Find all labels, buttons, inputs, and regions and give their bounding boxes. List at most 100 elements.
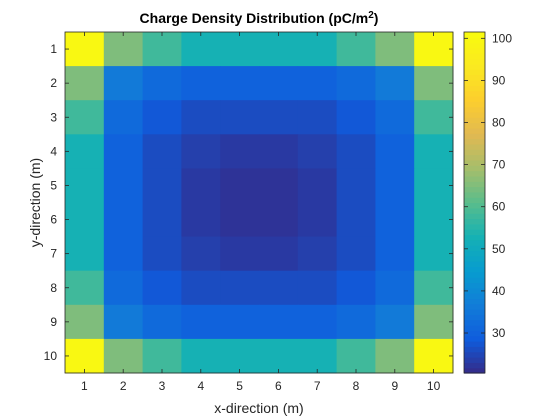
heatmap-cell-r9-c1 [65, 304, 105, 340]
heatmap-cell-r10-c7 [297, 338, 338, 374]
colorbar-segment [464, 143, 485, 150]
x-tick-label: 5 [236, 379, 243, 393]
heatmap-cell-r4-c7 [297, 134, 338, 169]
heatmap-cell-r4-c4 [181, 134, 221, 169]
colorbar-segment [464, 303, 485, 310]
colorbar-segment [464, 335, 485, 342]
heatmap-cell-r4-c3 [142, 134, 182, 169]
colorbar-segment [464, 170, 485, 177]
heatmap-cell-r2-c3 [142, 66, 182, 101]
heatmap-cell-r8-c10 [414, 270, 454, 306]
y-tick-label: 8 [50, 281, 57, 295]
colorbar-segment [464, 197, 485, 204]
heatmap-cell-r9-c2 [103, 304, 144, 340]
colorbar-segment [464, 266, 485, 273]
x-axis-label: x-direction (m) [214, 400, 303, 416]
colorbar-segment [464, 298, 485, 305]
colorbar-segment [464, 154, 485, 161]
heatmap-cell-r1-c10 [414, 32, 454, 67]
heatmap-cell-r6-c2 [103, 202, 144, 238]
x-tick-label: 7 [314, 379, 321, 393]
colorbar-segment [464, 218, 485, 225]
heatmap-cell-r10-c6 [259, 338, 299, 374]
heatmap-cell-r9-c8 [336, 304, 376, 340]
heatmap-cell-r7-c4 [181, 236, 221, 272]
heatmap-cell-r8-c9 [375, 270, 415, 306]
heatmap-cell-r8-c1 [65, 270, 105, 306]
colorbar-segment [464, 101, 485, 108]
colorbar-segment [464, 213, 485, 220]
heatmap-cells [65, 32, 454, 374]
heatmap-cell-r3-c1 [65, 100, 105, 135]
heatmap-cell-r1-c2 [103, 32, 144, 67]
colorbar-segment [464, 234, 485, 241]
colorbar-tick-label: 60 [492, 200, 506, 214]
heatmap-cell-r8-c4 [181, 270, 221, 306]
y-tick-label: 10 [44, 349, 58, 363]
x-tick-label: 3 [159, 379, 166, 393]
x-tick-label: 8 [353, 379, 360, 393]
heatmap-cell-r2-c7 [297, 66, 338, 101]
colorbar-segment [464, 367, 485, 374]
y-tick-label: 6 [50, 213, 57, 227]
heatmap-cell-r5-c1 [65, 168, 105, 203]
heatmap-cell-r10-c10 [414, 338, 454, 374]
y-tick-label: 2 [50, 76, 57, 90]
heatmap-cell-r9-c5 [220, 304, 260, 340]
heatmap-cell-r5-c2 [103, 168, 144, 203]
colorbar-segment [464, 271, 485, 278]
heatmap-cell-r5-c6 [259, 168, 299, 203]
heatmap-cell-r1-c1 [65, 32, 105, 67]
colorbar-segment [464, 85, 485, 92]
colorbar-segment [464, 202, 485, 209]
heatmap-cell-r8-c8 [336, 270, 376, 306]
x-tick-label: 6 [275, 379, 282, 393]
heatmap-cell-r9-c7 [297, 304, 338, 340]
colorbar-segment [464, 277, 485, 284]
colorbar-axis: 30 40 50 60 70 80 90 100 [464, 31, 512, 340]
heatmap-cell-r2-c6 [259, 66, 299, 101]
colorbar-tick-label: 80 [492, 116, 506, 130]
colorbar [464, 32, 485, 374]
colorbar-segment [464, 341, 485, 347]
colorbar-segment [464, 181, 485, 188]
colorbar-segment [464, 79, 485, 86]
heatmap-cell-r5-c8 [336, 168, 376, 203]
heatmap-cell-r1-c4 [181, 32, 221, 67]
heatmap-cell-r10-c4 [181, 338, 221, 374]
y-tick-label: 5 [50, 178, 57, 192]
colorbar-segment [464, 223, 485, 230]
colorbar-segment [464, 357, 485, 363]
heatmap-cell-r1-c7 [297, 32, 338, 67]
heatmap-cell-r8-c2 [103, 270, 144, 306]
colorbar-segment [464, 287, 485, 294]
heatmap-cell-r6-c6 [259, 202, 299, 238]
heatmap-cell-r4-c1 [65, 134, 105, 169]
heatmap-cell-r1-c6 [259, 32, 299, 67]
colorbar-segment [464, 122, 485, 129]
colorbar-segment [464, 133, 485, 140]
y-tick-label: 1 [50, 42, 57, 56]
heatmap-cell-r1-c5 [220, 32, 260, 67]
heatmap-cell-r9-c3 [142, 304, 182, 340]
heatmap-cell-r4-c6 [259, 134, 299, 169]
heatmap-cell-r7-c10 [414, 236, 454, 272]
heatmap-cell-r9-c4 [181, 304, 221, 340]
heatmap-cell-r2-c5 [220, 66, 260, 101]
heatmap-cell-r9-c10 [414, 304, 454, 340]
heatmap-cell-r3-c3 [142, 100, 182, 135]
heatmap-cell-r7-c1 [65, 236, 105, 272]
colorbar-segment [464, 69, 485, 76]
heatmap-cell-r7-c3 [142, 236, 182, 272]
colorbar-segment [464, 90, 485, 97]
y-tick-label: 9 [50, 315, 57, 329]
heatmap-cell-r6-c10 [414, 202, 454, 238]
colorbar-segment [464, 250, 485, 257]
colorbar-segment [464, 106, 485, 113]
colorbar-frame [463, 31, 486, 374]
colorbar-segment [464, 165, 485, 172]
y-tick-label: 4 [50, 144, 57, 158]
heatmap-cell-r5-c9 [375, 168, 415, 203]
heatmap-cell-r3-c2 [103, 100, 144, 135]
x-tick-label: 9 [391, 379, 398, 393]
